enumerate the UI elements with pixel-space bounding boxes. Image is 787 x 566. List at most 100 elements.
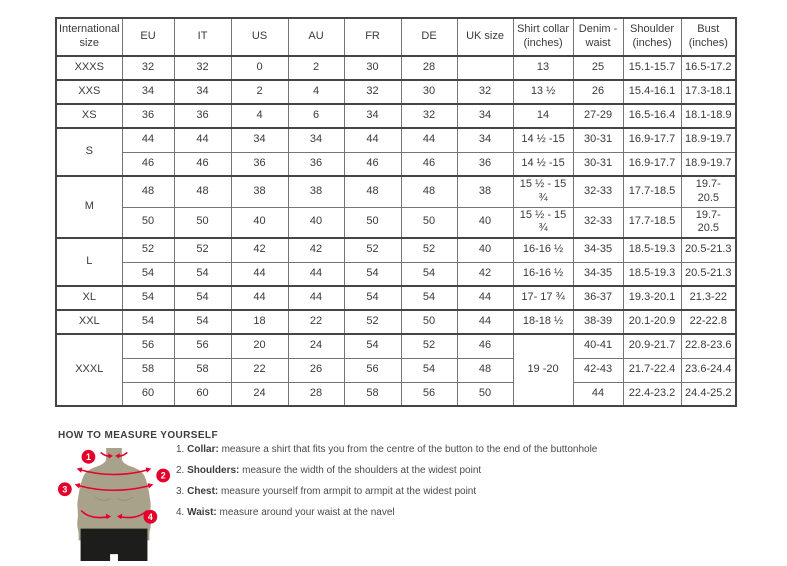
instruction-number: 4. (176, 507, 188, 518)
table-cell: 56 (400, 381, 458, 407)
collar-cell: 15 ½ - 15 ¾ (512, 175, 574, 208)
table-cell: 44 (121, 127, 175, 153)
collar-cell: 14 ½ -15 (512, 127, 574, 153)
column-header-fr: FR (343, 17, 402, 57)
measure-section-heading: HOW TO MEASURE YOURSELF (58, 430, 218, 441)
badge-3-circle (57, 482, 72, 497)
table-cell: 50 (121, 206, 175, 239)
table-cell: 38 (230, 175, 289, 208)
table-cell: 36-37 (572, 285, 624, 311)
table-cell: 44 (400, 127, 458, 153)
table-cell: 27-29 (572, 103, 624, 129)
table-cell: 28 (287, 381, 345, 407)
table-cell: 46 (343, 151, 402, 177)
table-cell: 54 (400, 357, 458, 383)
table-cell: 52 (400, 237, 458, 263)
table-cell: 60 (173, 381, 232, 407)
table-cell: 24 (287, 333, 345, 359)
table-cell: 44 (230, 285, 289, 311)
size-table-body: XXXS 32 32 0 2 30 28 13 25 15.1-15.7 16.5-17.2 XXS 3… (55, 55, 737, 407)
collar-arrowhead-right (115, 453, 120, 459)
measure-instructions-list: 1. Collar: measure a shirt that fits you… (176, 443, 597, 527)
table-cell: 18.1-18.9 (680, 103, 737, 129)
table-row: XXXL 56 56 20 24 54 52 46 19 -20 40-41 20.9-21.7 22… (55, 333, 737, 407)
table-cell: 42 (230, 237, 289, 263)
table-cell: 17.7-18.5 (622, 175, 682, 208)
table-cell: 34 (287, 127, 345, 153)
table-cell: 16.9-17.7 (622, 127, 682, 153)
table-cell: 40 (230, 206, 289, 239)
table-row: XXS 34 34 2 4 32 30 32 13 ½ 26 15.4-16.1 17.3-18.1 (55, 79, 737, 105)
table-cell: 34-35 (572, 237, 624, 263)
instruction-text: measure a shirt that fits you from the c… (218, 444, 598, 455)
size-table: International size EU IT US AU FR DE UK … (55, 17, 738, 407)
collar-cell: 19 -20 (512, 333, 574, 407)
table-cell: 36 (287, 151, 345, 177)
instruction-text: measure the width of the shoulders at th… (239, 465, 482, 476)
table-cell: 40-41 (572, 333, 624, 359)
table-cell: 46 (121, 151, 175, 177)
table-cell: 32 (173, 55, 232, 81)
table-cell: 26 (287, 357, 345, 383)
table-cell: 34 (456, 127, 514, 153)
table-cell: 44 (287, 261, 345, 287)
instruction-term: Shoulders: (187, 465, 240, 476)
table-cell: 54 (400, 285, 458, 311)
table-cell: 19.3-20.1 (622, 285, 682, 311)
table-cell: 46 (400, 151, 458, 177)
size-label-cell: XS (55, 103, 123, 129)
table-cell: 16.5-17.2 (680, 55, 737, 81)
table-cell: 42 (287, 237, 345, 263)
table-cell: 22.4-23.2 (622, 381, 682, 407)
table-cell: 54 (121, 261, 175, 287)
table-cell: 40 (456, 237, 514, 263)
table-cell: 24.4-25.2 (680, 381, 737, 407)
table-cell: 48 (343, 175, 402, 208)
table-row: M 48 48 38 38 48 48 38 15 ½ - 15 ¾ 32-33 17.7-18.5… (55, 175, 737, 239)
column-header-international-size: International size (55, 17, 123, 57)
table-cell: 36 (121, 103, 175, 129)
measure-instruction-shoulders: 2. Shoulders: measure the width of the s… (176, 464, 597, 477)
table-cell: 58 (121, 357, 175, 383)
table-cell: 0 (230, 55, 289, 81)
table-cell: 18.5-19.3 (622, 237, 682, 263)
shoulder-measure-line (78, 468, 150, 476)
collar-cell: 13 ½ (512, 79, 574, 105)
table-row: XXL 54 54 18 22 52 50 44 18-18 ½ 38-39 20.1-20.9 22… (55, 309, 737, 335)
table-cell: 54 (173, 309, 232, 335)
column-header-denim-waist: Denim - waist (572, 17, 624, 57)
table-cell: 15.4-16.1 (622, 79, 682, 105)
table-cell: 4 (287, 79, 345, 105)
size-label-cell: XXXL (55, 333, 123, 407)
instruction-text: measure yourself from armpit to armpit a… (218, 486, 477, 497)
table-cell: 34 (343, 103, 402, 129)
column-header-eu: EU (121, 17, 175, 57)
column-header-shirt-collar: Shirt collar (inches) (512, 17, 574, 57)
collar-cell: 14 ½ -15 (512, 151, 574, 177)
table-row: L 52 52 42 42 52 52 40 16-16 ½ 34-35 18.5-19.3 20.5… (55, 237, 737, 287)
table-row: XXXS 32 32 0 2 30 28 13 25 15.1-15.7 16.5-17.2 (55, 55, 737, 81)
table-cell: 22 (230, 357, 289, 383)
table-cell: 42-43 (572, 357, 624, 383)
table-cell: 60 (121, 381, 175, 407)
table-cell: 34 (456, 103, 514, 129)
table-cell: 48 (456, 357, 514, 383)
table-cell: 34-35 (572, 261, 624, 287)
table-cell: 30-31 (572, 127, 624, 153)
table-cell: 44 (456, 285, 514, 311)
table-row: XL 54 54 44 44 54 54 44 17- 17 ¾ 36-37 19.3-20.1 21… (55, 285, 737, 311)
badge-3-number: 3 (62, 484, 67, 494)
table-cell: 30 (400, 79, 458, 105)
waist-measure-line-right (119, 510, 148, 519)
table-cell: 56 (121, 333, 175, 359)
table-cell: 40 (456, 206, 514, 239)
table-cell: 54 (173, 285, 232, 311)
table-cell: 22 (287, 309, 345, 335)
table-row: 54 54 44 44 54 54 42 16-16 ½ 34-35 18.5-19.3 20.5-… (56, 261, 737, 287)
table-cell: 26 (572, 79, 624, 105)
column-header-it: IT (173, 17, 232, 57)
waist-measure-line-left (80, 510, 109, 519)
table-cell: 19.7- 20.5 (680, 175, 737, 208)
table-cell: 25 (572, 55, 624, 81)
size-label-cell: XXS (55, 79, 123, 105)
